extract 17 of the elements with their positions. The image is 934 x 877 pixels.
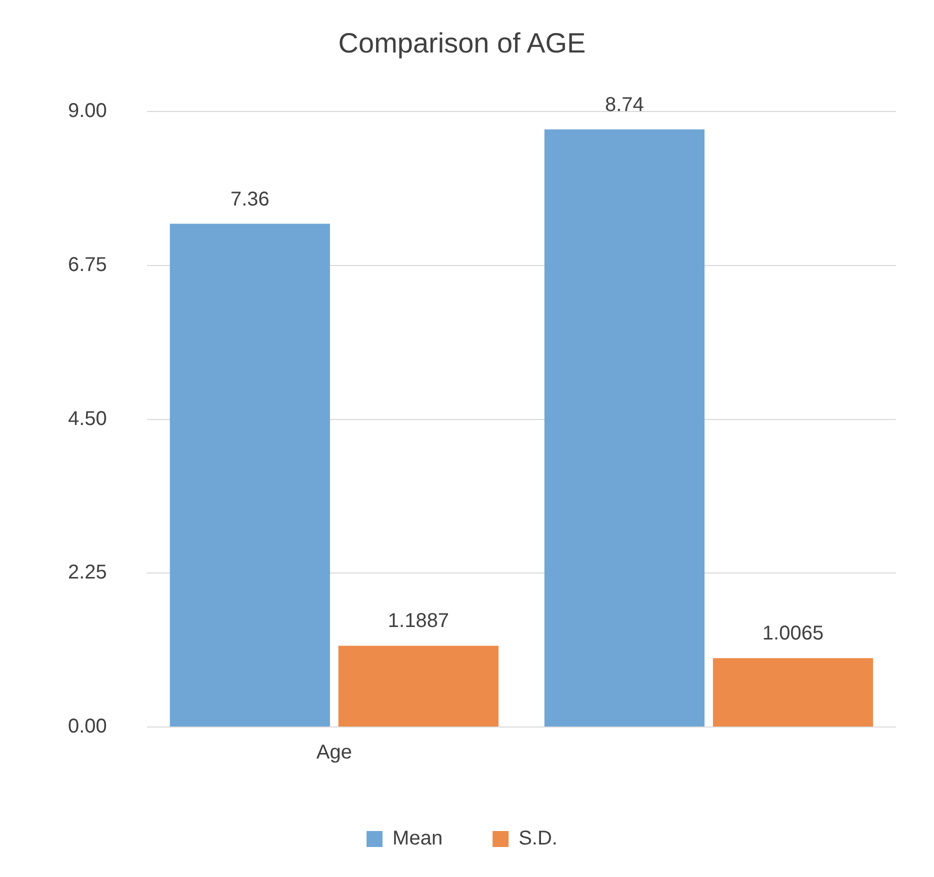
y-tick-label: 4.50 — [68, 408, 107, 430]
data-label: 1.1887 — [388, 610, 450, 632]
legend-label: Mean — [392, 828, 443, 850]
x-tick-label: Age — [316, 742, 352, 764]
data-label: 7.36 — [230, 188, 270, 210]
bar — [712, 658, 874, 726]
data-label: 1.0065 — [762, 622, 824, 645]
chart-title: Comparison of AGE — [338, 28, 586, 59]
y-tick-label: 2.25 — [68, 562, 107, 584]
bar — [170, 224, 330, 726]
y-tick-label: 9.00 — [68, 100, 107, 122]
y-tick-label: 0.00 — [68, 716, 107, 738]
legend-label: S.D. — [518, 828, 558, 850]
data-label: 8.74 — [604, 94, 644, 116]
bar — [544, 129, 705, 726]
bar — [338, 646, 499, 726]
y-tick-label: 6.75 — [68, 254, 107, 276]
